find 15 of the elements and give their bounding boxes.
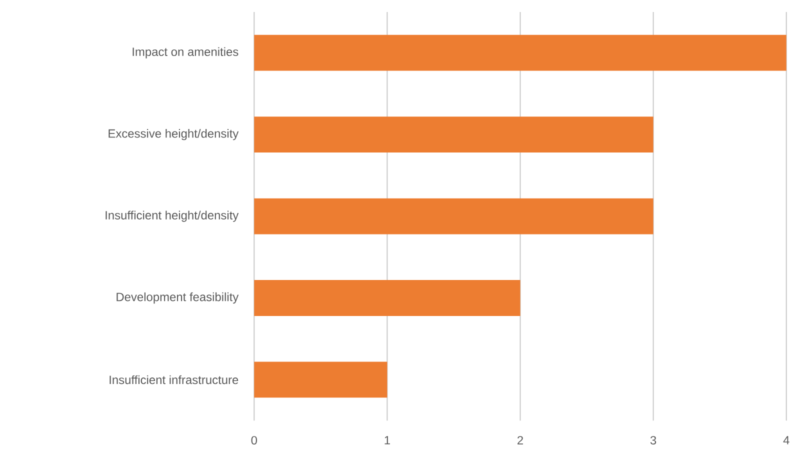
bar bbox=[254, 362, 388, 398]
bar bbox=[254, 116, 654, 152]
bar bbox=[254, 34, 786, 71]
x-tick-label: 2 bbox=[518, 436, 523, 444]
y-tick-label: Impact on amenities bbox=[132, 47, 238, 58]
x-tick-label: 4 bbox=[783, 436, 790, 444]
y-tick-label: Development feasibility bbox=[116, 292, 239, 304]
x-tick-label: 0 bbox=[251, 436, 258, 444]
y-tick-label: Insufficient infrastructure bbox=[110, 375, 238, 384]
y-tick-label: Excessive height/density bbox=[108, 128, 239, 140]
bar bbox=[254, 198, 654, 234]
y-tick-label: Insufficient height/density bbox=[106, 210, 239, 222]
x-tick-label: 3 bbox=[650, 436, 656, 444]
bar bbox=[254, 280, 520, 316]
x-tick-label: 1 bbox=[384, 436, 390, 444]
